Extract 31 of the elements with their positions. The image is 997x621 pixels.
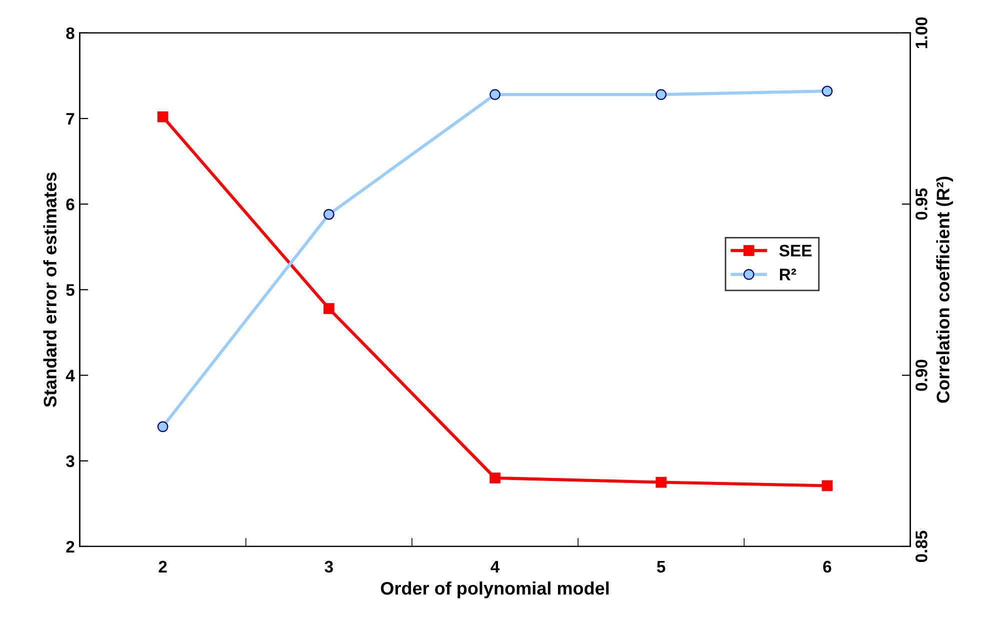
x-tick-label: 5 [656,560,666,573]
point [656,89,667,100]
y-tick-label: 5 [66,284,74,296]
point [656,476,667,488]
x-axis-title: Order of polynomial model [380,581,609,598]
x-tick-label: 6 [823,560,832,573]
point [490,89,500,100]
y2-tick-label: 0.95 [916,188,928,220]
legend-label: SEE [779,244,812,257]
point [157,111,168,122]
y-tick-label: 8 [66,27,74,40]
y2-tick-label: 0.85 [916,530,928,562]
point [157,421,168,432]
y-tick-label: 2 [66,540,74,553]
legend-label: R² [780,268,796,280]
x-tick-label: 3 [324,560,333,573]
y-tick-label: 6 [66,198,74,210]
y-tick-label: 3 [66,455,74,468]
x-tick-label: 4 [490,560,500,572]
point [822,480,833,492]
point [822,86,833,97]
y-axis-title: Standard error of estimates [43,172,57,408]
y2-tick-label: 1.00 [916,17,928,48]
y2-tick-label: 0.90 [916,360,928,391]
point [323,208,334,220]
y-tick-label: 4 [66,370,75,382]
x-tick-label: 2 [158,560,167,572]
point [490,472,500,484]
y2-axis-title: Correlation coefficient (R²) [936,176,954,403]
point [323,303,334,314]
y-tick-label: 7 [66,113,74,125]
